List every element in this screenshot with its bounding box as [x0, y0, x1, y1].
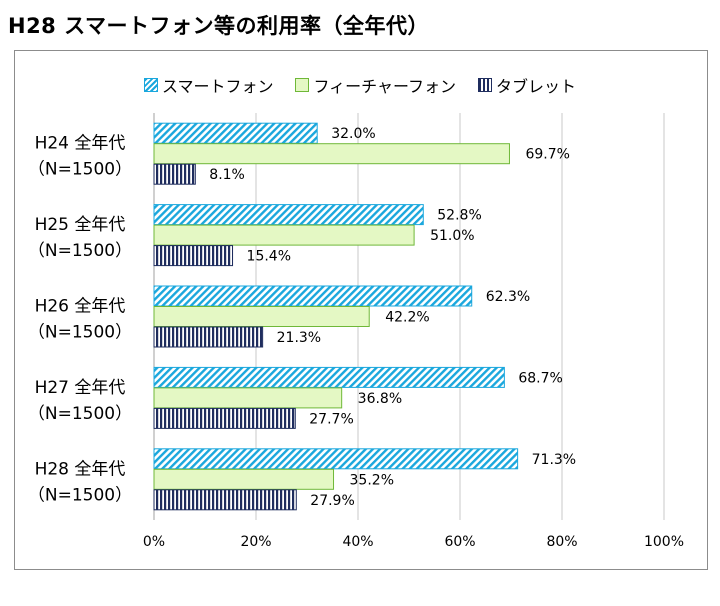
value-label-smartphone: 71.3%	[532, 452, 576, 468]
bars	[153, 122, 519, 511]
value-label-tablet: 21.3%	[277, 330, 321, 346]
legend-label-smartphone: スマートフォン	[161, 77, 274, 96]
page-title: H28 スマートフォン等の利用率（全年代）	[8, 14, 429, 38]
bar-tablet	[153, 245, 234, 267]
value-label-smartphone: 68.7%	[518, 370, 562, 386]
bar-feature-phone	[153, 468, 335, 490]
legend-label-feature-phone: フィーチャーフォン	[313, 77, 457, 96]
x-tick-label: 100%	[644, 534, 684, 550]
legend-item-feature-phone: フィーチャーフォン	[295, 73, 456, 97]
x-tick-label: 80%	[546, 534, 577, 550]
bar-feature-phone	[153, 224, 415, 246]
value-label-tablet: 15.4%	[247, 249, 291, 265]
x-tick-label: 60%	[444, 534, 475, 550]
legend-item-smartphone: スマートフォン	[143, 73, 274, 97]
category-sample-label: （N=1500）	[28, 404, 132, 424]
bar-smartphone	[153, 448, 519, 470]
category-label: H24 全年代	[35, 134, 126, 154]
bar-tablet	[153, 407, 296, 429]
bar-tablet	[153, 163, 196, 185]
bar-tablet	[153, 489, 297, 511]
bar-smartphone	[153, 122, 318, 144]
legend-label-tablet: タブレット	[496, 77, 577, 96]
x-tick-label: 40%	[342, 534, 373, 550]
value-label-feature-phone: 69.7%	[525, 147, 569, 163]
legend-swatch-smartphone	[143, 78, 158, 92]
bar-smartphone	[153, 366, 505, 388]
category-label: H25 全年代	[35, 215, 126, 235]
category-sample-label: （N=1500）	[28, 323, 132, 343]
category-label: H28 全年代	[35, 459, 126, 479]
value-label-smartphone: 62.3%	[486, 289, 530, 305]
value-label-tablet: 27.7%	[309, 411, 353, 427]
legend-swatch-feature-phone	[295, 78, 310, 92]
legend-item-tablet: タブレット	[478, 73, 576, 97]
bar-smartphone	[153, 285, 473, 307]
chart-frame	[14, 50, 708, 570]
chart-legend: スマートフォン フィーチャーフォン タブレット	[0, 73, 720, 97]
labels: 0% 20% 40% 60% 80% 100% H24 全年代 （N=1500） 32.0% 69…	[28, 126, 684, 550]
category-label: H27 全年代	[35, 378, 126, 398]
bar-tablet	[153, 326, 264, 348]
bar-smartphone	[153, 204, 424, 226]
category-sample-label: （N=1500）	[28, 241, 132, 261]
bar-feature-phone	[153, 143, 510, 165]
x-tick-label: 0%	[143, 534, 165, 550]
bar-feature-phone	[153, 306, 370, 327]
bar-feature-phone	[153, 387, 343, 409]
value-label-smartphone: 52.8%	[437, 208, 481, 224]
value-label-feature-phone: 35.2%	[350, 472, 394, 488]
legend-swatch-tablet	[478, 78, 493, 92]
value-label-tablet: 27.9%	[310, 493, 354, 509]
value-label-feature-phone: 42.2%	[385, 310, 429, 326]
x-tick-label: 20%	[240, 534, 271, 550]
value-label-tablet: 8.1%	[209, 167, 245, 183]
value-label-feature-phone: 36.8%	[358, 391, 402, 407]
value-label-smartphone: 32.0%	[331, 126, 375, 142]
category-sample-label: （N=1500）	[28, 485, 132, 505]
value-label-feature-phone: 51.0%	[430, 228, 474, 244]
category-label: H26 全年代	[35, 297, 126, 317]
category-sample-label: （N=1500）	[28, 160, 132, 180]
